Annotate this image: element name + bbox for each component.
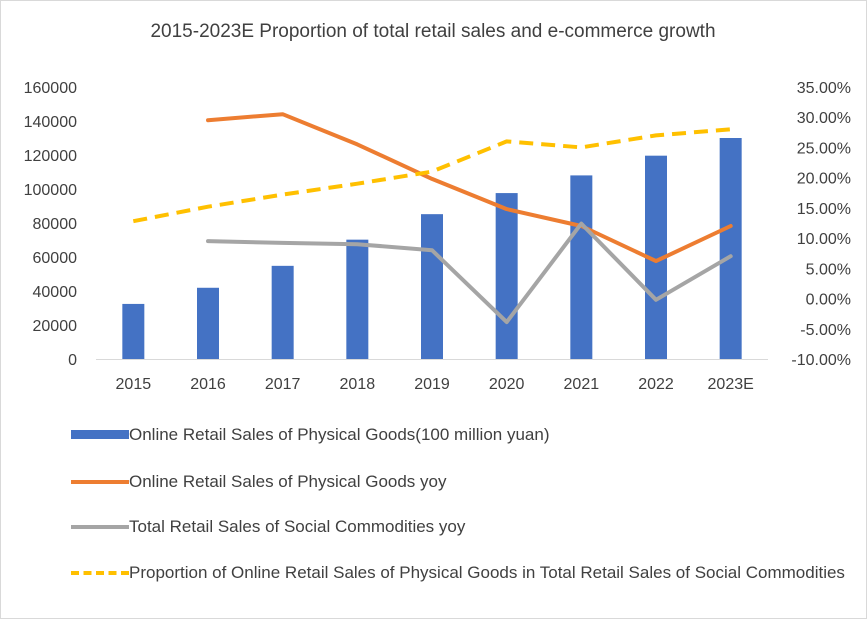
x-tick-label: 2018 [340,376,376,393]
y-right-tick-label: 5.00% [806,261,851,278]
legend-swatch-line [71,471,129,491]
y-left-tick-label: 20000 [33,318,78,335]
y-right-tick-label: 25.00% [797,140,851,157]
legend-label: Online Retail Sales of Physical Goods yo… [129,472,447,491]
legend-label: Total Retail Sales of Social Commodities… [129,517,466,536]
legend-swatch-bar [71,424,129,444]
legend-item-online-yoy: Online Retail Sales of Physical Goods yo… [71,471,851,492]
x-tick-label: 2017 [265,376,301,393]
y-left-tick-label: 60000 [33,250,78,267]
chart-title: 2015-2023E Proportion of total retail sa… [150,21,715,42]
y-right-tick-label: 15.00% [797,201,851,218]
bar-2019 [421,214,443,359]
x-tick-label: 2019 [414,376,450,393]
y-left-tick-label: 40000 [33,284,78,301]
legend-swatch-dashed-line [71,562,129,582]
legend-item-total-yoy: Total Retail Sales of Social Commodities… [71,516,851,537]
bar-2023E [719,138,742,359]
y-right-tick-label: 10.00% [797,231,851,248]
y-left-tick-label: 120000 [24,148,77,165]
series-line-2 [206,221,733,325]
legend-swatch-line [71,516,129,536]
y-right-tick-label: 35.00% [797,80,851,97]
y-right-tick-label: 0.00% [806,292,851,309]
legend-label: Proportion of Online Retail Sales of Phy… [129,563,845,582]
x-tick-label: 2015 [116,376,152,393]
line-series [132,112,733,325]
legend-item-online-sales: Online Retail Sales of Physical Goods(10… [71,424,851,445]
y-left-tick-label: 140000 [24,114,77,131]
bar-2018 [346,239,369,359]
x-tick-label: 2022 [638,376,674,393]
bar-2015 [122,303,145,359]
x-tick-label: 2020 [489,376,525,393]
bar-2016 [197,287,219,359]
x-tick-label: 2021 [564,376,600,393]
y-left-tick-label: 100000 [24,182,77,199]
legend-item-proportion: Proportion of Online Retail Sales of Phy… [71,562,851,583]
y-axis-left: 0 20000 40000 60000 80000 100000 120000 140000 1… [24,80,77,369]
y-right-tick-label: -5.00% [800,322,851,339]
x-tick-label: 2023E [708,376,754,393]
bar-2021 [570,175,593,359]
series-line-1 [206,112,733,264]
bar-2017 [271,265,294,359]
bar-2020 [495,193,518,359]
y-right-tick-label: 30.00% [797,110,851,127]
y-left-tick-label: 160000 [24,80,77,97]
x-tick-label: 2016 [190,376,226,393]
x-axis: 2015 2016 2017 2018 2019 2020 2021 2022 2023E [116,376,754,393]
series-line-3 [132,127,731,224]
y-axis-right: -10.00% -5.00% 0.00% 5.00% 10.00% 15.00% 20.00… [791,80,851,369]
y-left-tick-label: 0 [68,352,77,369]
y-left-tick-label: 80000 [33,216,78,233]
legend-label: Online Retail Sales of Physical Goods(10… [129,425,550,444]
bar-2022 [645,155,667,359]
y-right-tick-label: -10.00% [791,352,851,369]
y-right-tick-label: 20.00% [797,171,851,188]
